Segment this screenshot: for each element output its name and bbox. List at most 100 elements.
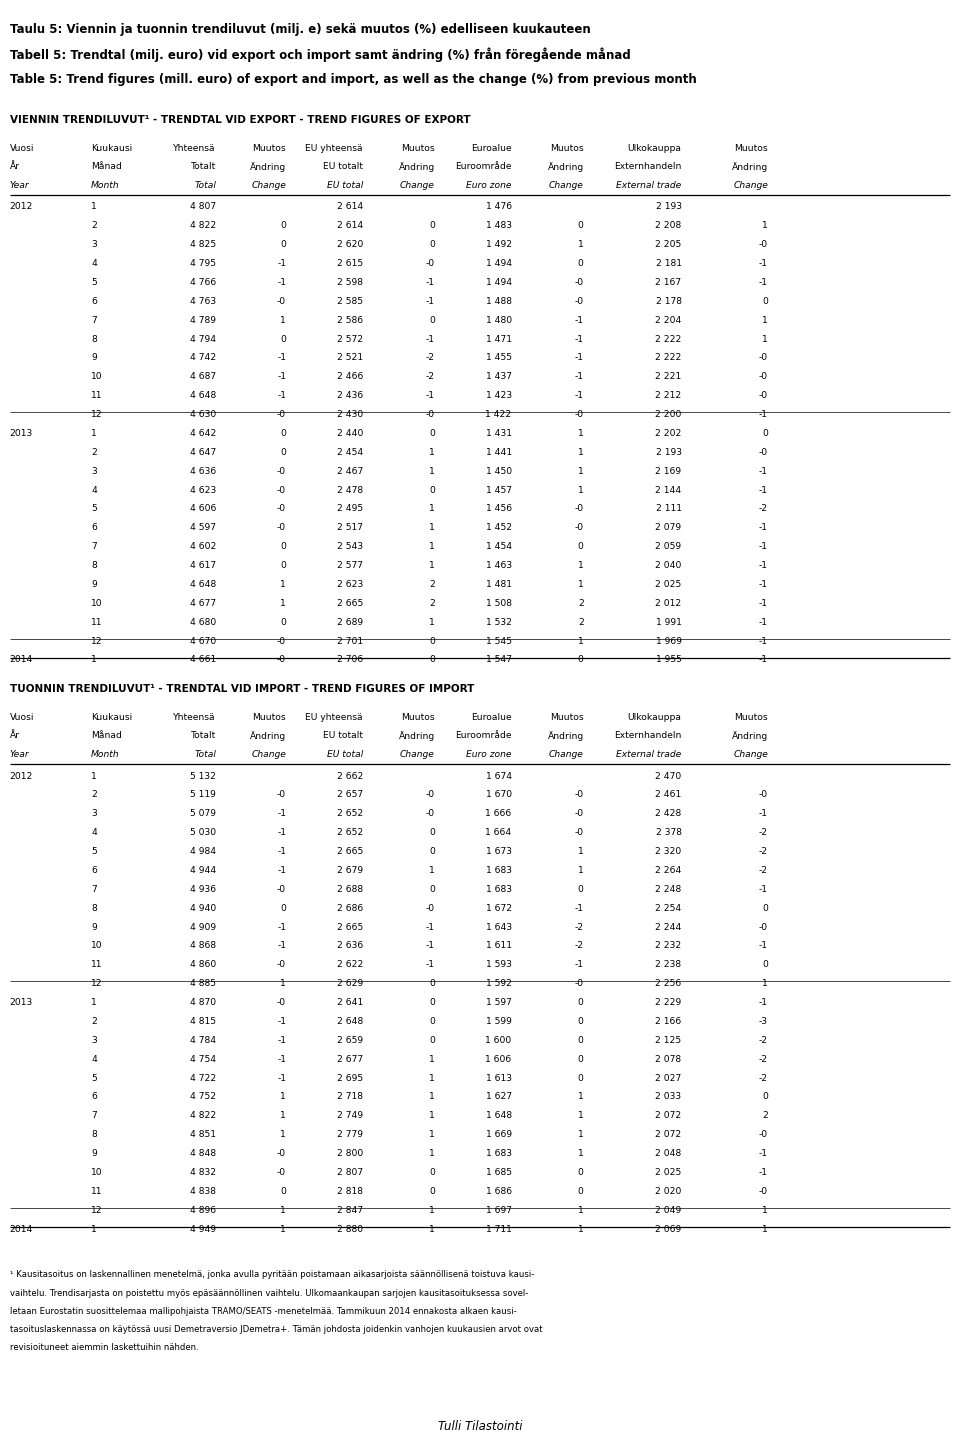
Text: EU totalt: EU totalt bbox=[323, 732, 363, 741]
Text: -1: -1 bbox=[759, 636, 768, 646]
Text: 1: 1 bbox=[429, 865, 435, 876]
Text: 4 949: 4 949 bbox=[190, 1224, 216, 1234]
Text: 0: 0 bbox=[429, 1016, 435, 1027]
Text: 1: 1 bbox=[280, 579, 286, 590]
Text: 0: 0 bbox=[429, 828, 435, 838]
Text: Month: Month bbox=[91, 182, 120, 190]
Text: Change: Change bbox=[252, 751, 286, 759]
Text: Ändring: Ändring bbox=[732, 163, 768, 173]
Text: 1: 1 bbox=[429, 617, 435, 627]
Text: 0: 0 bbox=[429, 485, 435, 495]
Text: External trade: External trade bbox=[616, 751, 682, 759]
Text: -1: -1 bbox=[426, 277, 435, 287]
Text: -2: -2 bbox=[758, 1054, 768, 1064]
Text: -0: -0 bbox=[276, 960, 286, 970]
Text: -0: -0 bbox=[574, 790, 584, 800]
Text: 4 807: 4 807 bbox=[190, 202, 216, 212]
Text: -0: -0 bbox=[758, 447, 768, 457]
Text: 4: 4 bbox=[91, 1054, 97, 1064]
Text: 0: 0 bbox=[280, 334, 286, 344]
Text: 1 669: 1 669 bbox=[486, 1130, 512, 1140]
Text: 2 800: 2 800 bbox=[337, 1149, 363, 1159]
Text: 3: 3 bbox=[91, 466, 97, 476]
Text: 2 440: 2 440 bbox=[337, 428, 363, 439]
Text: Ändring: Ändring bbox=[250, 163, 286, 173]
Text: Ändring: Ändring bbox=[547, 732, 584, 742]
Text: 1 648: 1 648 bbox=[486, 1111, 512, 1121]
Text: -0: -0 bbox=[758, 1186, 768, 1196]
Text: 1: 1 bbox=[91, 202, 97, 212]
Text: 1: 1 bbox=[762, 1224, 768, 1234]
Text: 4 868: 4 868 bbox=[190, 941, 216, 951]
Text: Total: Total bbox=[194, 751, 216, 759]
Text: -0: -0 bbox=[758, 353, 768, 363]
Text: -1: -1 bbox=[277, 847, 286, 857]
Text: 0: 0 bbox=[280, 617, 286, 627]
Text: -1: -1 bbox=[759, 617, 768, 627]
Text: 0: 0 bbox=[578, 1035, 584, 1045]
Text: 1: 1 bbox=[280, 979, 286, 989]
Text: Muutos: Muutos bbox=[550, 713, 584, 722]
Text: 2 027: 2 027 bbox=[656, 1073, 682, 1083]
Text: -2: -2 bbox=[758, 504, 768, 514]
Text: -0: -0 bbox=[276, 523, 286, 533]
Text: -1: -1 bbox=[759, 655, 768, 665]
Text: -1: -1 bbox=[759, 542, 768, 552]
Text: 1: 1 bbox=[578, 447, 584, 457]
Text: 1 670: 1 670 bbox=[486, 790, 512, 800]
Text: 1 457: 1 457 bbox=[486, 485, 512, 495]
Text: -1: -1 bbox=[759, 466, 768, 476]
Text: -0: -0 bbox=[276, 485, 286, 495]
Text: 2 125: 2 125 bbox=[656, 1035, 682, 1045]
Text: 7: 7 bbox=[91, 1111, 97, 1121]
Text: 1 666: 1 666 bbox=[486, 809, 512, 819]
Text: 4 832: 4 832 bbox=[190, 1167, 216, 1178]
Text: -1: -1 bbox=[759, 1149, 768, 1159]
Text: Externhandeln: Externhandeln bbox=[614, 163, 682, 171]
Text: 2 181: 2 181 bbox=[656, 258, 682, 269]
Text: Totalt: Totalt bbox=[191, 732, 216, 741]
Text: 2 572: 2 572 bbox=[337, 334, 363, 344]
Text: Euroområde: Euroområde bbox=[455, 163, 512, 171]
Text: Muutos: Muutos bbox=[252, 713, 286, 722]
Text: -1: -1 bbox=[759, 598, 768, 608]
Text: 0: 0 bbox=[578, 1073, 584, 1083]
Text: Muutos: Muutos bbox=[734, 713, 768, 722]
Text: 2 430: 2 430 bbox=[337, 409, 363, 420]
Text: 2 204: 2 204 bbox=[656, 315, 682, 325]
Text: 0: 0 bbox=[578, 1016, 584, 1027]
Text: 2 478: 2 478 bbox=[337, 485, 363, 495]
Text: 2 212: 2 212 bbox=[656, 391, 682, 401]
Text: -2: -2 bbox=[758, 1073, 768, 1083]
Text: Kuukausi: Kuukausi bbox=[91, 713, 132, 722]
Text: 2 248: 2 248 bbox=[656, 884, 682, 894]
Text: -1: -1 bbox=[426, 922, 435, 932]
Text: 5: 5 bbox=[91, 504, 97, 514]
Text: 12: 12 bbox=[91, 979, 103, 989]
Text: 2 166: 2 166 bbox=[656, 1016, 682, 1027]
Text: Euroområde: Euroområde bbox=[455, 732, 512, 741]
Text: 2 033: 2 033 bbox=[656, 1092, 682, 1102]
Text: Euro zone: Euro zone bbox=[467, 751, 512, 759]
Text: 1 456: 1 456 bbox=[486, 504, 512, 514]
Text: 2012: 2012 bbox=[10, 771, 33, 781]
Text: 3: 3 bbox=[91, 809, 97, 819]
Text: -0: -0 bbox=[276, 790, 286, 800]
Text: 1 597: 1 597 bbox=[486, 998, 512, 1008]
Text: 0: 0 bbox=[429, 979, 435, 989]
Text: 2 079: 2 079 bbox=[656, 523, 682, 533]
Text: 2 040: 2 040 bbox=[656, 560, 682, 571]
Text: -0: -0 bbox=[276, 655, 286, 665]
Text: 2: 2 bbox=[91, 447, 97, 457]
Text: tasoituslaskennassa on käytössä uusi Demetraversio JDemetra+. Tämän johdosta joi: tasoituslaskennassa on käytössä uusi Dem… bbox=[10, 1324, 542, 1334]
Text: Vuosi: Vuosi bbox=[10, 144, 35, 152]
Text: Muutos: Muutos bbox=[401, 713, 435, 722]
Text: 0: 0 bbox=[280, 428, 286, 439]
Text: EU total: EU total bbox=[326, 182, 363, 190]
Text: -0: -0 bbox=[276, 998, 286, 1008]
Text: 2 144: 2 144 bbox=[656, 485, 682, 495]
Text: 4 885: 4 885 bbox=[190, 979, 216, 989]
Text: -0: -0 bbox=[758, 922, 768, 932]
Text: 7: 7 bbox=[91, 542, 97, 552]
Text: 4 909: 4 909 bbox=[190, 922, 216, 932]
